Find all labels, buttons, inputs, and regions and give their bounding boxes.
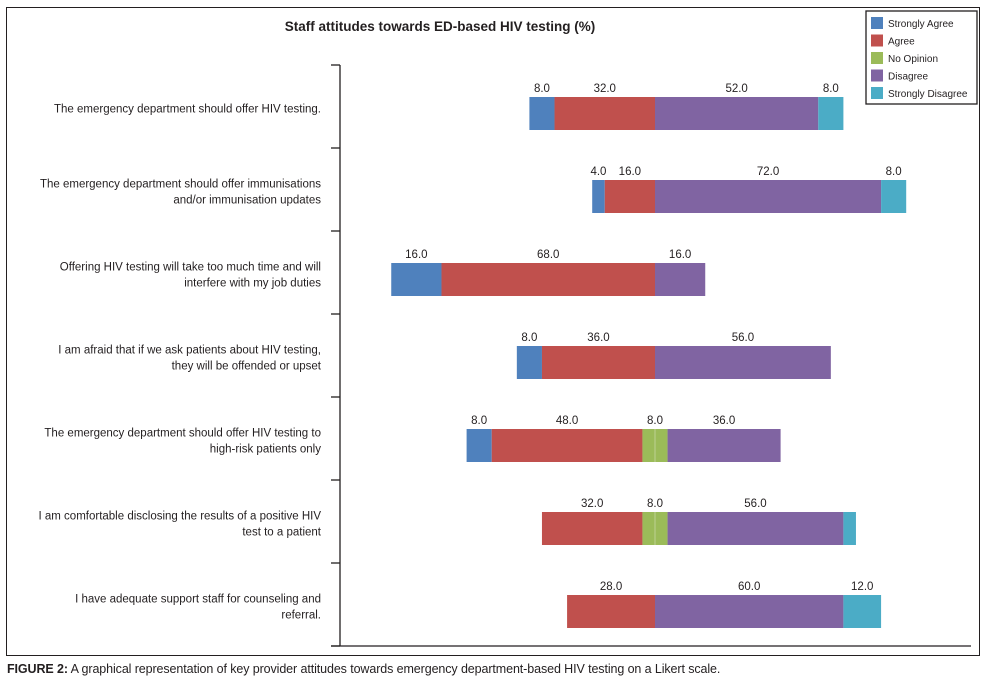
- data-label: 4.0: [590, 166, 606, 178]
- data-label: 8.0: [886, 166, 902, 178]
- data-label: 32.0: [581, 498, 603, 510]
- data-label: 8.0: [647, 498, 663, 510]
- legend-swatch-strongly-disagree: [871, 87, 883, 99]
- data-label: 48.0: [556, 415, 578, 427]
- data-label: 56.0: [744, 498, 766, 510]
- category-label: they will be offended or upset: [172, 361, 322, 373]
- category-label: I have adequate support staff for counse…: [75, 594, 321, 606]
- data-label: 8.0: [521, 332, 537, 344]
- data-label: 8.0: [823, 83, 839, 95]
- bar-segment-agree: [541, 346, 655, 379]
- data-label: 36.0: [587, 332, 609, 344]
- bar-segment-disagree: [667, 429, 781, 462]
- caption-label: FIGURE 2:: [7, 662, 68, 676]
- category-label: high-risk patients only: [210, 444, 321, 456]
- data-label: 8.0: [471, 415, 487, 427]
- y-axis: [331, 64, 971, 647]
- bar-segment-agree: [491, 429, 643, 462]
- category-label: The emergency department should offer im…: [40, 179, 321, 191]
- data-label: 60.0: [738, 581, 760, 593]
- data-label: 16.0: [669, 249, 691, 261]
- bar-segment-strongly-agree: [529, 97, 555, 130]
- data-labels: 8.0 32.0 52.0 8.0 4.0 16.0 72.0 8.0 16.0 68.0 16.0…: [405, 83, 901, 593]
- bar-segment-agree: [441, 263, 655, 296]
- category-labels: The emergency department should offer HI…: [38, 104, 321, 622]
- bar-segment-strongly-agree: [592, 180, 605, 213]
- legend-label-disagree: Disagree: [888, 72, 928, 83]
- bar-segment-strongly-disagree: [843, 512, 856, 545]
- legend-label-strongly-disagree: Strongly Disagree: [888, 89, 968, 100]
- legend-label-no-opinion: No Opinion: [888, 54, 938, 65]
- bar-segment-strongly-agree: [466, 429, 492, 462]
- category-label: I am afraid that if we ask patients abou…: [58, 345, 321, 357]
- bar-segment-no-opinion: [642, 512, 655, 545]
- bar-segment-disagree: [667, 512, 844, 545]
- data-label: 8.0: [534, 83, 550, 95]
- category-label: and/or immunisation updates: [173, 195, 321, 207]
- data-label: 52.0: [725, 83, 747, 95]
- category-label: The emergency department should offer HI…: [54, 104, 321, 116]
- category-label: referral.: [281, 610, 321, 622]
- bar-segment-no-opinion: [655, 512, 668, 545]
- bar-segment-agree: [567, 595, 655, 628]
- legend-box: [865, 10, 978, 105]
- legend-swatch-disagree: [871, 69, 883, 82]
- bar-segment-strongly-agree: [516, 346, 542, 379]
- legend-label-agree: Agree: [888, 37, 915, 48]
- legend-swatch-agree: [871, 34, 883, 47]
- chart-title: Staff attitudes towards ED-based HIV tes…: [285, 19, 596, 34]
- data-label: 56.0: [732, 332, 754, 344]
- bar-segment-agree: [554, 97, 655, 130]
- data-label: 12.0: [851, 581, 873, 593]
- caption-text: A graphical representation of key provid…: [67, 662, 721, 676]
- data-label: 16.0: [619, 166, 641, 178]
- bar-segment-agree: [604, 180, 655, 213]
- legend-label-strongly-agree: Strongly Agree: [888, 19, 954, 30]
- data-label: 32.0: [594, 83, 616, 95]
- bars: [391, 97, 907, 628]
- bar-segment-disagree: [655, 263, 706, 296]
- bar-segment-disagree: [655, 180, 882, 213]
- bar-segment-disagree: [655, 97, 819, 130]
- category-label: interfere with my job duties: [184, 278, 321, 290]
- bar-segment-agree: [541, 512, 643, 545]
- category-label: The emergency department should offer HI…: [44, 428, 321, 440]
- data-label: 8.0: [647, 415, 663, 427]
- data-label: 16.0: [405, 249, 427, 261]
- legend-swatch-strongly-agree: [871, 17, 883, 29]
- bar-segment-no-opinion: [642, 429, 655, 462]
- data-label: 28.0: [600, 581, 622, 593]
- data-label: 68.0: [537, 249, 559, 261]
- category-label: Offering HIV testing will take too much …: [60, 262, 321, 274]
- category-label: test to a patient: [242, 527, 321, 539]
- bar-segment-disagree: [655, 346, 831, 379]
- data-label: 36.0: [713, 415, 735, 427]
- bar-segment-strongly-disagree: [818, 97, 844, 130]
- figure-caption: FIGURE 2: A graphical representation of …: [7, 662, 720, 676]
- category-label: I am comfortable disclosing the results …: [38, 511, 321, 523]
- bar-segment-no-opinion: [655, 429, 668, 462]
- bar-segment-disagree: [655, 595, 844, 628]
- bar-segment-strongly-disagree: [843, 595, 882, 628]
- bar-segment-strongly-agree: [391, 263, 442, 296]
- data-label: 72.0: [757, 166, 779, 178]
- bar-segment-strongly-disagree: [881, 180, 907, 213]
- chart-frame: [6, 7, 980, 656]
- legend-swatch-no-opinion: [871, 52, 883, 64]
- legend: Strongly Agree Agree No Opinion Disagree Str…: [865, 10, 978, 105]
